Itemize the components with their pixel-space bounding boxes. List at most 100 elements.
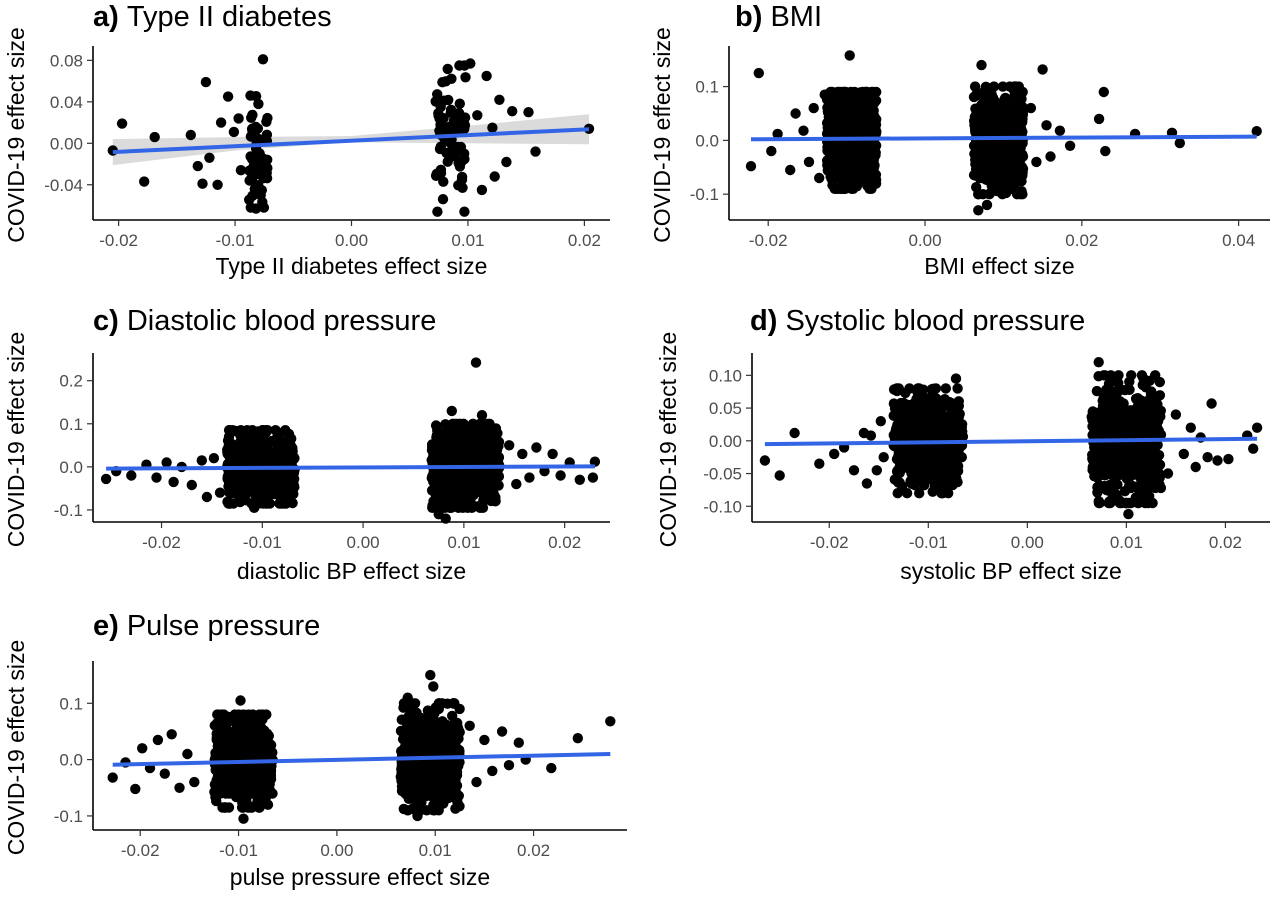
x-tick-label: 0.02 bbox=[517, 841, 550, 860]
data-point bbox=[1097, 395, 1108, 406]
data-point bbox=[440, 76, 452, 87]
data-point bbox=[396, 767, 408, 779]
data-point bbox=[819, 89, 830, 100]
data-point bbox=[835, 183, 847, 194]
data-point bbox=[247, 709, 258, 720]
data-point bbox=[402, 720, 413, 731]
x-tick-label: -0.01 bbox=[243, 533, 282, 552]
data-point bbox=[1152, 464, 1163, 475]
regression-line bbox=[112, 752, 611, 767]
x-axis-title: pulse pressure effect size bbox=[230, 864, 490, 890]
data-point bbox=[1144, 375, 1155, 386]
data-point bbox=[233, 113, 244, 124]
data-point bbox=[949, 416, 960, 428]
data-point bbox=[941, 412, 952, 423]
data-point bbox=[247, 123, 258, 134]
data-point bbox=[431, 775, 443, 786]
data-point bbox=[836, 86, 847, 98]
data-point bbox=[1103, 497, 1114, 509]
data-point bbox=[454, 98, 465, 109]
data-point bbox=[431, 430, 443, 441]
data-point bbox=[451, 765, 462, 776]
data-point bbox=[239, 785, 250, 796]
data-point bbox=[891, 385, 903, 397]
data-point bbox=[428, 470, 439, 481]
y-tick-label: 0.1 bbox=[695, 78, 719, 97]
data-point bbox=[875, 416, 886, 427]
data-point bbox=[438, 477, 449, 489]
data-point bbox=[973, 205, 984, 216]
data-point bbox=[225, 745, 236, 757]
x-tick-label: 0.02 bbox=[1065, 231, 1098, 250]
data-point bbox=[1202, 452, 1213, 463]
data-point bbox=[772, 128, 783, 140]
data-point bbox=[971, 87, 983, 99]
y-tick-label: 0.1 bbox=[59, 694, 83, 713]
y-tick-label: 0.00 bbox=[709, 432, 742, 451]
data-point bbox=[261, 116, 272, 128]
data-point bbox=[239, 492, 250, 503]
data-point bbox=[481, 70, 492, 82]
data-point bbox=[846, 100, 858, 112]
data-point bbox=[1126, 456, 1138, 467]
data-point bbox=[890, 410, 901, 422]
data-point bbox=[831, 170, 842, 182]
data-point bbox=[1001, 163, 1012, 174]
data-point bbox=[950, 373, 962, 384]
data-point bbox=[277, 450, 288, 461]
regression-line bbox=[750, 134, 1257, 142]
y-tick-label: 0.2 bbox=[59, 372, 83, 391]
data-point bbox=[915, 417, 926, 429]
data-point bbox=[587, 472, 599, 483]
data-point bbox=[798, 125, 809, 136]
data-point bbox=[233, 709, 244, 720]
data-point bbox=[1093, 496, 1105, 507]
data-point bbox=[453, 180, 464, 191]
data-point bbox=[1123, 384, 1134, 395]
data-point bbox=[432, 206, 443, 217]
data-point bbox=[447, 710, 458, 722]
data-point bbox=[1098, 86, 1110, 98]
data-point bbox=[1147, 497, 1158, 509]
data-point bbox=[900, 387, 911, 399]
data-point bbox=[1092, 482, 1103, 493]
data-point bbox=[445, 104, 457, 116]
data-point bbox=[1147, 454, 1159, 466]
data-point bbox=[1041, 120, 1052, 131]
data-point bbox=[999, 113, 1010, 125]
data-point bbox=[412, 810, 423, 822]
data-point bbox=[100, 473, 112, 485]
data-point bbox=[222, 496, 233, 507]
data-point bbox=[185, 129, 196, 141]
data-point bbox=[251, 786, 262, 797]
data-point bbox=[892, 465, 903, 476]
data-point bbox=[922, 431, 933, 442]
data-point bbox=[445, 733, 457, 745]
data-point bbox=[929, 398, 940, 410]
panel-d: d) Systolic blood pressure-0.02 -0.01 0.00… bbox=[655, 305, 1270, 584]
data-point bbox=[546, 762, 557, 774]
data-point bbox=[956, 422, 967, 433]
data-point bbox=[263, 490, 274, 502]
data-point bbox=[840, 126, 851, 138]
x-tick-label: 0.01 bbox=[1110, 533, 1143, 552]
data-point bbox=[438, 176, 449, 187]
y-axis-title: COVID-19 effect size bbox=[3, 332, 29, 548]
data-point bbox=[902, 444, 913, 455]
data-point bbox=[1251, 126, 1262, 137]
panel-title-text: Pulse pressure bbox=[127, 610, 320, 642]
data-point bbox=[803, 156, 815, 168]
data-point bbox=[589, 456, 601, 467]
data-point bbox=[859, 86, 871, 98]
y-axis-title: COVID-19 effect size bbox=[3, 640, 29, 856]
data-point bbox=[555, 470, 566, 481]
x-tick-label: -0.02 bbox=[810, 533, 849, 552]
data-point bbox=[1009, 81, 1020, 92]
data-point bbox=[456, 171, 468, 183]
data-point bbox=[137, 743, 148, 754]
data-point bbox=[197, 178, 208, 189]
data-point bbox=[262, 739, 273, 750]
data-point bbox=[246, 112, 257, 124]
data-point bbox=[228, 126, 240, 138]
